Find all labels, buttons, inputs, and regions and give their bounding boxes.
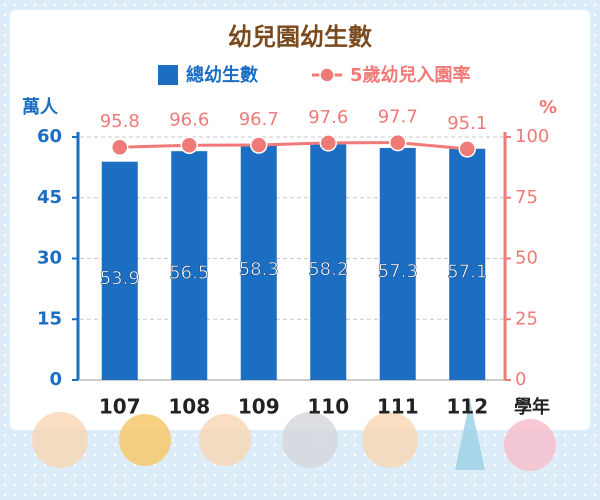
legend-label: 總幼生數 [186,64,258,86]
rate-value-label: 97.6 [308,107,348,128]
rate-marker [389,133,407,152]
bar-value-label: 56.5 [169,263,209,284]
legend-marker [319,67,335,83]
bar [171,151,208,380]
x-tick-label: 107 [99,395,141,419]
y-tick-label: 30 [37,248,62,269]
bar [449,148,486,380]
bar-value-label: 53.9 [100,268,140,289]
x-tick-label: 110 [307,395,349,419]
x-tick-label: 112 [446,395,488,419]
y2-unit: % [539,97,557,118]
rate-marker [319,134,337,152]
panel [10,10,590,430]
rate-marker [250,136,268,154]
rate-marker [180,136,198,155]
x-tick-label: 108 [168,395,210,419]
x-tick-label: 111 [377,395,419,419]
rate-marker [458,140,476,158]
rate-value-label: 95.1 [447,113,487,134]
rate-value-label: 95.8 [100,111,140,132]
y2-tick-label: 0 [515,369,526,390]
bar [101,161,138,380]
y2-tick-label: 50 [515,248,538,269]
x-tick-label: 109 [238,395,280,419]
bar [240,143,277,380]
bar-value-label: 58.2 [308,259,348,280]
x-unit: 學年 [514,396,550,418]
bar [379,147,416,380]
rate-value-label: 96.7 [239,109,279,130]
rate-value-label: 97.7 [378,107,418,128]
bar-value-label: 57.1 [447,261,487,282]
y-tick-label: 60 [37,126,62,147]
rate-value-label: 96.6 [169,109,209,130]
y2-tick-label: 25 [515,308,538,329]
chart-title: 幼兒園幼生數 [228,23,372,51]
y2-tick-label: 100 [515,126,549,147]
bar-value-label: 58.3 [239,259,279,280]
y2-tick-label: 75 [515,187,538,208]
bar [310,144,347,380]
y-tick-label: 15 [37,308,62,329]
rate-marker [111,138,129,156]
decoration [32,400,556,471]
bar-value-label: 57.3 [378,261,418,282]
y-tick-label: 0 [49,369,62,390]
legend-label: 5歲幼兒入園率 [350,64,471,86]
legend-swatch [158,65,178,85]
y-unit: 萬人 [22,97,59,118]
rate-line [119,141,468,151]
y-tick-label: 45 [37,187,62,208]
